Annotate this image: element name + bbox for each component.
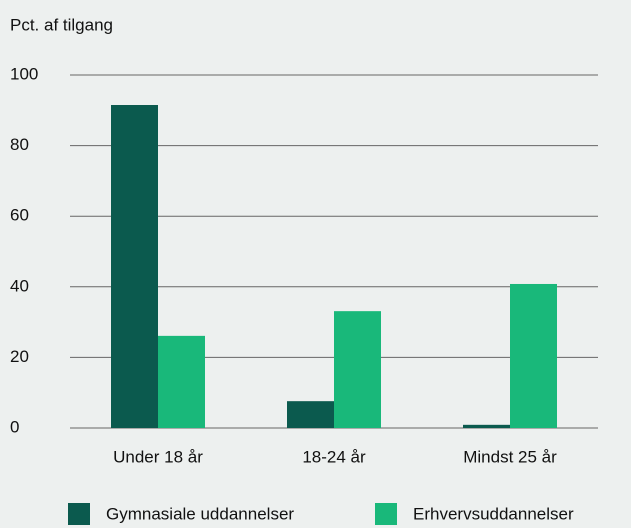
x-tick-label: Under 18 år bbox=[113, 447, 203, 466]
legend-swatch bbox=[375, 503, 397, 525]
bar bbox=[463, 424, 510, 428]
bar bbox=[111, 105, 158, 428]
y-tick-label: 0 bbox=[10, 417, 19, 436]
bar bbox=[510, 283, 557, 428]
legend-swatch bbox=[68, 503, 90, 525]
y-tick-label: 60 bbox=[10, 206, 29, 225]
y-tick-label: 80 bbox=[10, 135, 29, 154]
x-tick-label: Mindst 25 år bbox=[463, 447, 557, 466]
bar bbox=[158, 335, 205, 428]
x-tick-label: 18-24 år bbox=[302, 447, 366, 466]
bar bbox=[334, 311, 381, 428]
y-tick-label: 100 bbox=[10, 64, 38, 83]
legend-label: Gymnasiale uddannelser bbox=[106, 504, 294, 523]
y-tick-label: 40 bbox=[10, 276, 29, 295]
y-axis-label: Pct. af tilgang bbox=[10, 15, 113, 34]
y-tick-label: 20 bbox=[10, 347, 29, 366]
legend-label: Erhvervsuddannelser bbox=[413, 504, 574, 523]
bar bbox=[287, 401, 334, 428]
